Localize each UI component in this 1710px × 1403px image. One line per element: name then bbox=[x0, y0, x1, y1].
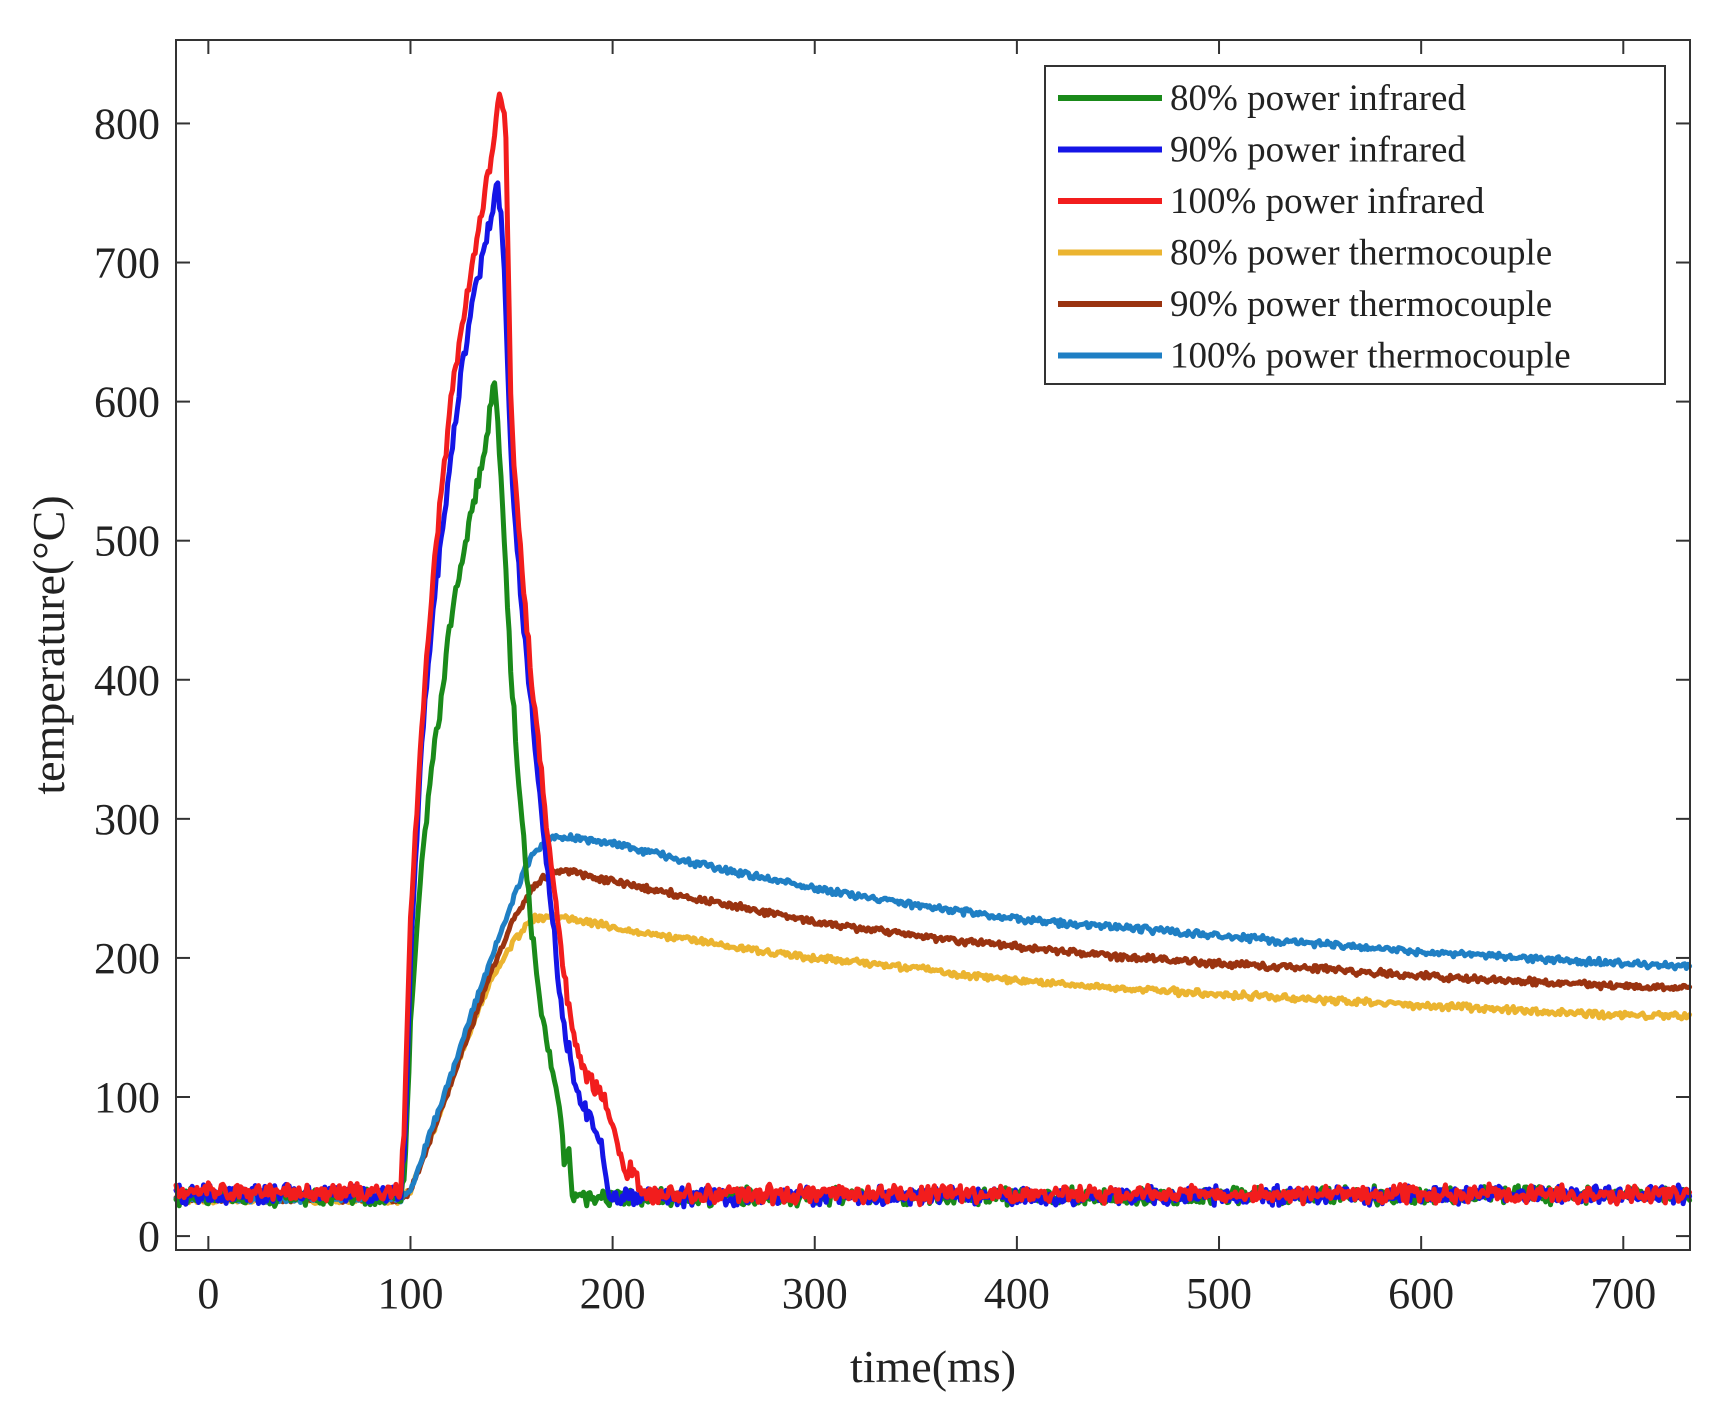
legend-label-6: 100% power thermocouple bbox=[1170, 336, 1571, 377]
legend-label-1: 80% power infrared bbox=[1170, 78, 1466, 119]
series-layer bbox=[173, 91, 1693, 1210]
series-line-3 bbox=[173, 91, 1693, 1208]
y-tick-label: 200 bbox=[94, 934, 160, 983]
y-tick-label: 300 bbox=[94, 795, 160, 844]
legend-label-4: 80% power thermocouple bbox=[1170, 233, 1552, 274]
y-tick-label: 100 bbox=[94, 1073, 160, 1122]
legend-label-3: 100% power infrared bbox=[1170, 181, 1485, 222]
x-tick-label: 100 bbox=[377, 1269, 443, 1318]
legend: 80% power infrared 90% power infrared 100%… bbox=[1044, 65, 1666, 385]
plot-frame bbox=[175, 39, 1691, 1251]
x-tick-label: 600 bbox=[1388, 1269, 1454, 1318]
y-tick-label: 800 bbox=[94, 99, 160, 148]
x-tick-label: 500 bbox=[1186, 1269, 1252, 1318]
x-axis-label: time(ms) bbox=[850, 1341, 1016, 1392]
x-tick-label: 400 bbox=[984, 1269, 1050, 1318]
y-tick-label: 500 bbox=[94, 517, 160, 566]
x-tick-label: 300 bbox=[782, 1269, 848, 1318]
y-tick-label: 600 bbox=[94, 378, 160, 427]
y-tick-label: 0 bbox=[138, 1212, 160, 1261]
legend-box bbox=[1044, 65, 1666, 385]
series-line-6 bbox=[173, 832, 1693, 1205]
y-tick-label: 700 bbox=[94, 239, 160, 288]
x-tick-label: 0 bbox=[197, 1269, 219, 1318]
y-axis-label: temperature(°C) bbox=[23, 495, 74, 794]
legend-label-5: 90% power thermocouple bbox=[1170, 284, 1552, 325]
tick-layer: 0 100 200 300 400 500 600 700 0 100 200 300 400 500 60… bbox=[94, 40, 1690, 1318]
legend-label-2: 90% power infrared bbox=[1170, 130, 1466, 171]
y-tick-label: 400 bbox=[94, 656, 160, 705]
x-tick-label: 700 bbox=[1590, 1269, 1656, 1318]
x-tick-label: 200 bbox=[580, 1269, 646, 1318]
